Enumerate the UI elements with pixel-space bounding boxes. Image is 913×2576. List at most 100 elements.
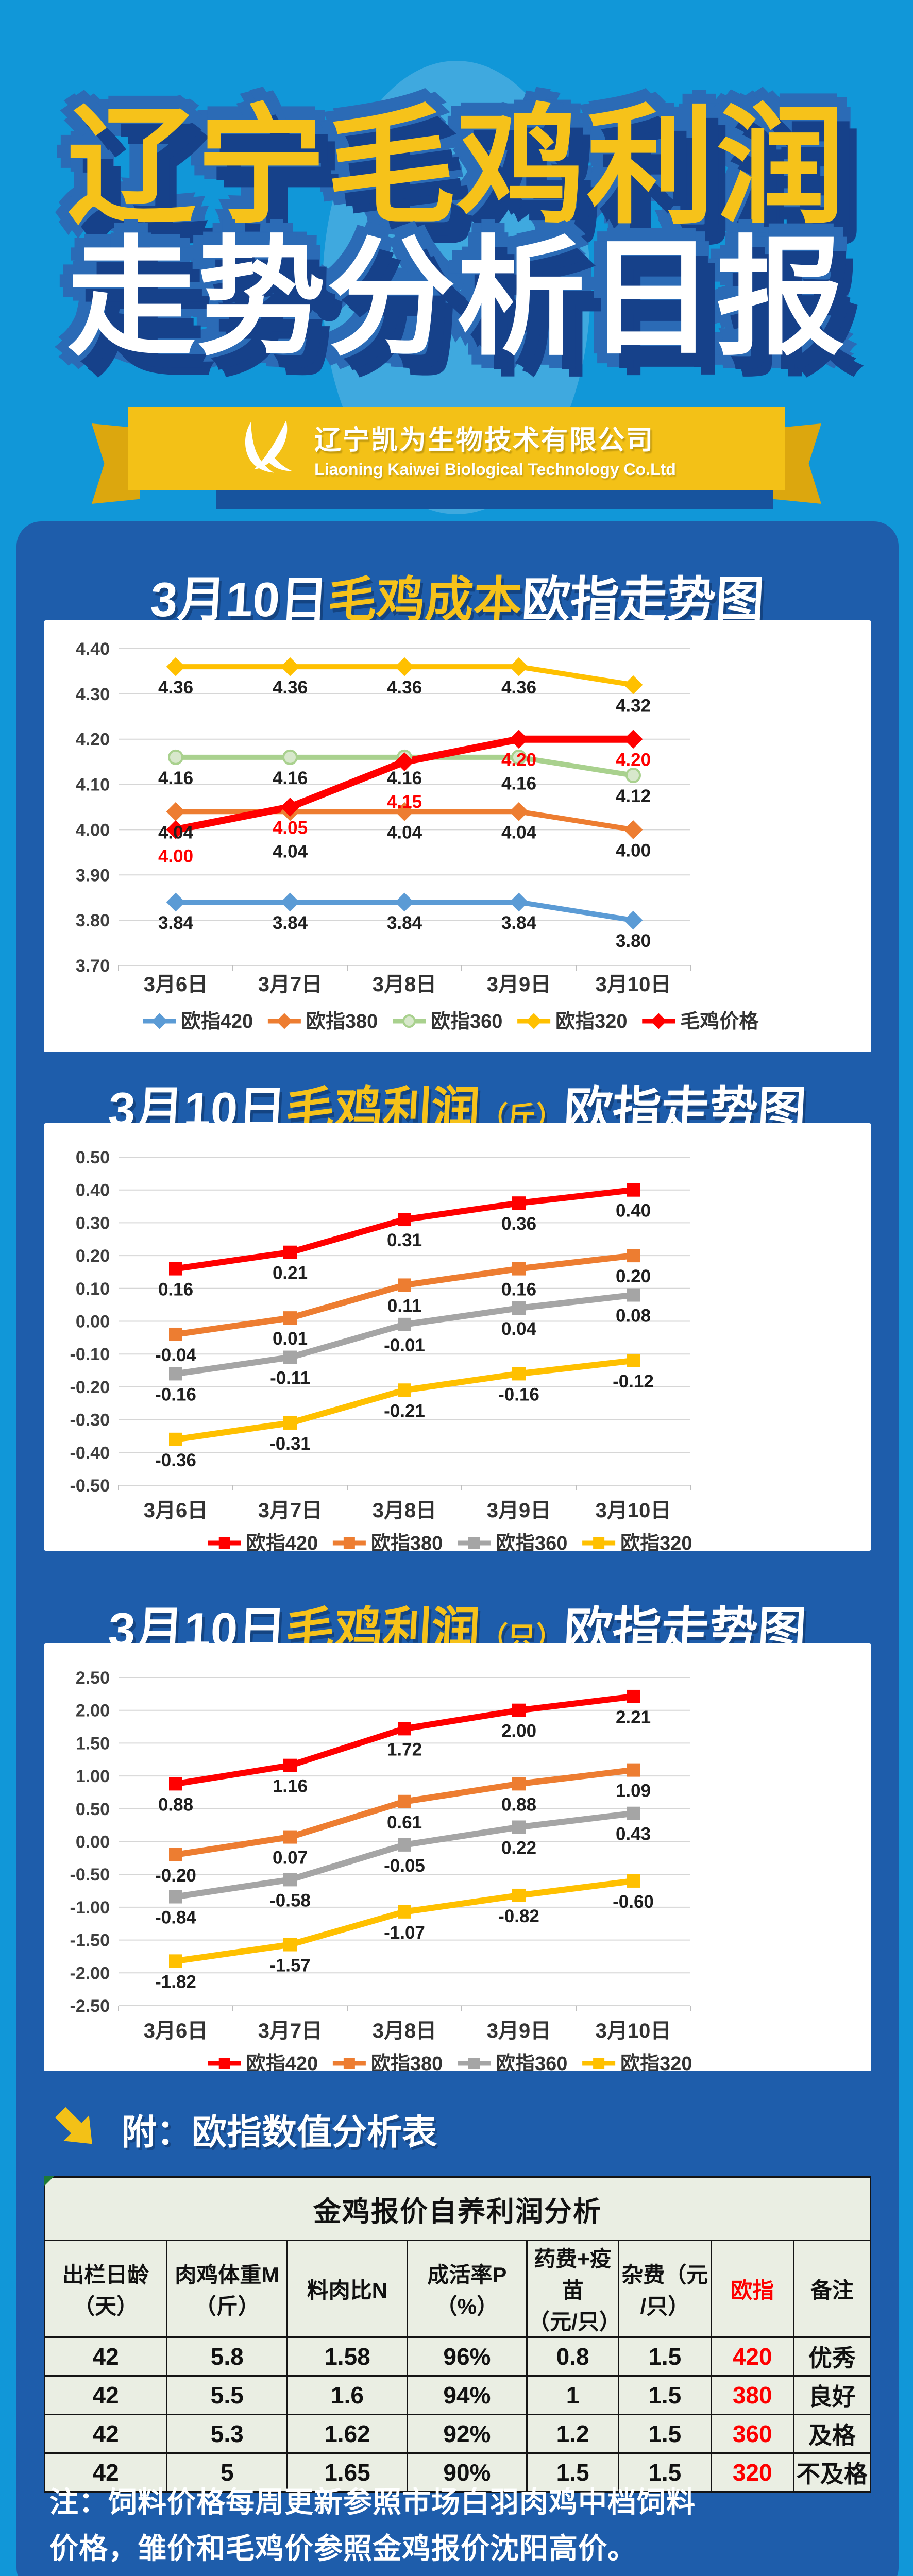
svg-text:0.10: 0.10 [76,1279,110,1299]
svg-text:欧指360: 欧指360 [431,1011,502,1032]
svg-text:4.00: 4.00 [158,846,193,866]
svg-text:0.40: 0.40 [76,1181,110,1200]
svg-text:0.04: 0.04 [501,1319,537,1339]
svg-text:-1.50: -1.50 [70,1931,110,1951]
svg-text:4.16: 4.16 [273,768,308,788]
svg-text:欧指360: 欧指360 [496,1533,567,1551]
svg-text:0.50: 0.50 [76,1148,110,1167]
cost-chart-panel: 4.40 4.30 4.20 4.10 4.00 3.90 3.80 3.70 3月6日 3月7日… [44,620,871,1052]
table-cell: 1.5 [618,2414,712,2454]
table-cell: 1.5 [618,2375,712,2415]
table-header: 杂费（元 /只） [618,2240,712,2338]
svg-text:3月10日: 3月10日 [596,1499,671,1522]
svg-text:2.00: 2.00 [76,1701,110,1721]
svg-text:3.84: 3.84 [501,913,537,933]
svg-text:-0.60: -0.60 [613,1892,654,1912]
svg-text:4.16: 4.16 [158,768,193,788]
svg-text:3月6日: 3月6日 [144,973,208,996]
svg-text:3.80: 3.80 [616,931,651,951]
svg-text:-0.20: -0.20 [70,1378,110,1397]
svg-text:欧指420: 欧指420 [181,1011,253,1032]
table-cell: 380 [710,2375,794,2415]
svg-text:-0.40: -0.40 [70,1443,110,1463]
section1-prefix: 3月10日 [149,572,330,626]
table-cell: 1.2 [526,2414,620,2454]
footnote-line1: 注：饲料价格每周更新参照市场白羽肉鸡中档饲料 [49,2486,696,2518]
svg-text:欧指360: 欧指360 [496,2053,567,2071]
svg-text:3月6日: 3月6日 [144,2020,208,2042]
svg-text:0.31: 0.31 [387,1230,422,1250]
table-cell: 1.5 [618,2336,712,2377]
table-cell: 5 [166,2452,289,2493]
svg-text:欧指380: 欧指380 [306,1011,378,1032]
svg-text:欧指320: 欧指320 [620,1533,692,1551]
svg-text:3.84: 3.84 [273,913,308,933]
svg-text:4.16: 4.16 [501,774,536,794]
footnote-line2: 价格，雏价和毛鸡价参照金鸡报价沈阳高价。 [49,2532,637,2565]
svg-text:3月7日: 3月7日 [258,973,323,996]
svg-text:2.21: 2.21 [616,1707,651,1727]
svg-text:0.08: 0.08 [616,1306,651,1326]
profit-jin-chart-panel: 0.50 0.40 0.30 0.20 0.10 0.00 -0.10 -0.20 -0.30 -… [44,1123,871,1551]
svg-text:-0.04: -0.04 [155,1345,196,1365]
svg-text:1.50: 1.50 [76,1734,110,1753]
svg-text:4.30: 4.30 [76,685,110,704]
table-cell: 0.8 [526,2336,620,2377]
svg-text:欧指420: 欧指420 [246,1533,318,1551]
svg-text:3.90: 3.90 [76,866,110,885]
appendix-header: 附：欧指数值分析表 [50,2101,437,2157]
table-cell: 不及格 [792,2452,872,2493]
table-title: 金鸡报价自养利润分析 [44,2176,871,2241]
table-cell: 42 [43,2336,168,2377]
svg-text:-1.82: -1.82 [155,1972,196,1992]
svg-text:3月9日: 3月9日 [487,1499,551,1522]
svg-text:4.36: 4.36 [158,677,193,698]
svg-text:3月8日: 3月8日 [373,1499,437,1522]
svg-text:3月7日: 3月7日 [258,1499,323,1522]
footnote: 注：饲料价格每周更新参照市场白羽肉鸡中档饲料 价格，雏价和毛鸡价参照金鸡报价沈阳… [49,2479,696,2572]
svg-text:0.61: 0.61 [387,1812,422,1833]
svg-text:-0.05: -0.05 [384,1856,425,1876]
table-cell: 420 [710,2336,794,2377]
svg-text:欧指380: 欧指380 [371,1533,443,1551]
svg-text:0.00: 0.00 [76,1833,110,1852]
svg-text:1.16: 1.16 [273,1776,308,1797]
svg-text:4.15: 4.15 [387,792,422,812]
table-cell: 92% [406,2414,528,2454]
svg-text:3月7日: 3月7日 [258,2020,323,2042]
table-header: 成活率P （%） [406,2240,528,2338]
svg-text:3月8日: 3月8日 [373,973,437,996]
section1-highlight: 毛鸡成本 [327,572,523,626]
svg-text:3.84: 3.84 [158,913,194,933]
table-cell: 良好 [792,2375,872,2415]
svg-text:2.50: 2.50 [76,1668,110,1688]
svg-text:0.88: 0.88 [158,1794,193,1815]
svg-text:2.00: 2.00 [501,1721,536,1741]
table-cell: 5.8 [166,2336,289,2377]
svg-text:0.11: 0.11 [387,1296,421,1316]
table-header: 药费+疫苗 （元/只） [526,2240,621,2338]
company-name-block: 辽宁凯为生物技术有限公司 Liaoning Kaiwei Biological … [314,418,676,479]
svg-text:0.30: 0.30 [76,1213,110,1233]
svg-text:1.72: 1.72 [387,1739,422,1759]
svg-text:0.07: 0.07 [273,1848,308,1868]
table-cell: 1.58 [286,2336,408,2377]
table-header: 备注 [792,2240,872,2338]
table-cell: 5.5 [166,2375,289,2415]
svg-text:-2.00: -2.00 [70,1963,110,1983]
svg-text:欧指320: 欧指320 [555,1011,627,1032]
profit-bird-chart-panel: 2.50 2.00 1.50 1.00 0.50 0.00 -0.50 -1.00 -1.50 -… [44,1643,871,2071]
svg-text:-0.30: -0.30 [70,1411,110,1430]
svg-text:4.04: 4.04 [387,822,422,842]
svg-text:-0.16: -0.16 [155,1384,196,1404]
svg-text:3.80: 3.80 [76,911,110,930]
svg-text:3月8日: 3月8日 [373,2020,437,2042]
section1-suffix: 欧指走势图 [520,572,766,626]
poster-title-line2: 走势分析日报 [67,226,846,370]
table-cell: 42 [43,2375,168,2415]
svg-text:0.00: 0.00 [76,1312,110,1332]
svg-text:4.36: 4.36 [501,677,536,698]
svg-text:-0.16: -0.16 [498,1384,539,1404]
table-cell: 94% [406,2375,528,2415]
table-cell: 320 [710,2452,794,2493]
